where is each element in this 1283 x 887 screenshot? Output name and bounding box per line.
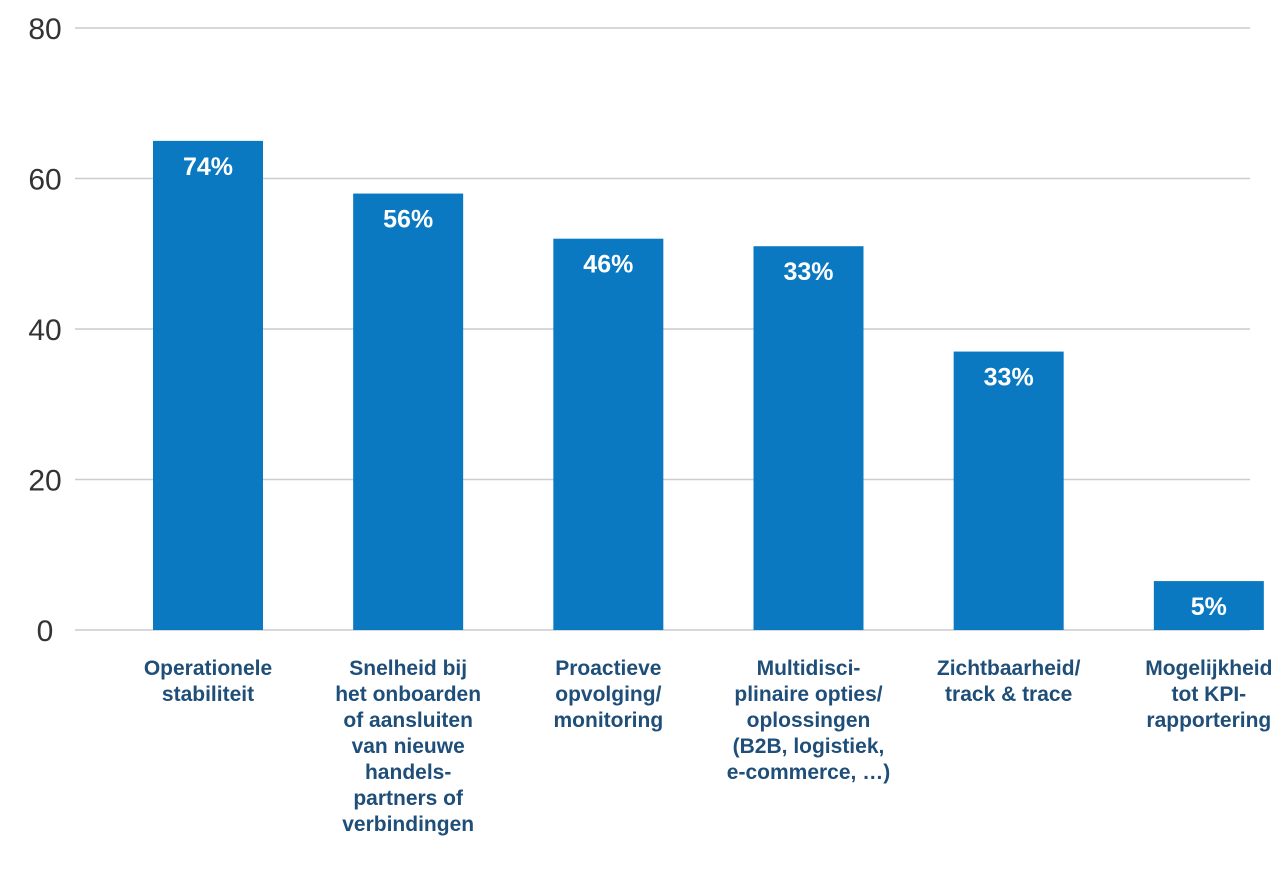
bar-data-label: 5%	[1191, 593, 1227, 621]
category-label-line: Proactieve	[555, 657, 661, 680]
category-label-line: opvolging/	[555, 683, 661, 706]
category-label-line: tot KPI-	[1172, 683, 1247, 706]
category-label-line: partners of	[353, 787, 464, 810]
y-tick-label: 60	[28, 164, 61, 197]
y-tick-label: 40	[28, 314, 61, 347]
category-label-line: stabiliteit	[162, 683, 254, 706]
category-label-line: van nieuwe	[352, 735, 465, 758]
category-label-line: rapportering	[1146, 709, 1271, 732]
bar-data-label: 74%	[183, 153, 233, 181]
category-label: Mogelijkheid tot KPI-rapportering	[1145, 657, 1272, 732]
category-label-line: Snelheid bij	[349, 657, 467, 680]
category-labels: Operationele stabiliteit Snelheid bij het o…	[144, 657, 1273, 836]
category-label: Snelheid bij het onboarden of aansluiten va…	[335, 657, 481, 836]
category-label: Zichtbaarheid/track & trace	[937, 657, 1081, 706]
bar	[353, 193, 464, 631]
category-label-line: handels-	[365, 761, 451, 784]
data-labels: 74% 56% 46% 33% 33% 5%	[183, 153, 1227, 621]
category-label-line: Zichtbaarheid/	[937, 657, 1081, 680]
category-label: Operationele stabiliteit	[144, 657, 272, 706]
bar	[953, 351, 1064, 630]
category-label-line: monitoring	[554, 709, 664, 732]
category-label-line: (B2B, logistiek,	[733, 735, 885, 758]
bar	[1153, 581, 1264, 630]
bar-data-label: 56%	[383, 206, 433, 234]
category-label-line: oplossingen	[747, 709, 871, 732]
bars	[153, 140, 1264, 631]
y-tick-label: 80	[28, 13, 61, 46]
category-label-line: Operationele	[144, 657, 272, 680]
category-label-line: Multidisci-	[757, 657, 861, 680]
bar	[753, 246, 864, 630]
category-label-line: track & trace	[945, 683, 1072, 706]
bar-data-label: 33%	[783, 258, 833, 286]
category-label-line: het onboarden	[335, 683, 481, 706]
category-label-line: e-commerce, …)	[727, 761, 890, 784]
bar-data-label: 33%	[984, 364, 1034, 392]
y-tick-label: 0	[37, 615, 54, 648]
category-label-line: verbindingen	[342, 813, 474, 836]
bar	[553, 238, 664, 630]
category-label: Multidisci-plinaire opties/oplossingen (B…	[727, 657, 890, 784]
category-label-line: plinaire opties/	[734, 683, 882, 706]
bar-data-label: 46%	[583, 251, 633, 279]
category-label-line: of aansluiten	[343, 709, 473, 732]
category-label-line: Mogelijkheid	[1145, 657, 1272, 680]
y-axis-ticks: 0 20 40 60 80	[28, 13, 61, 648]
category-label: Proactieve opvolging/monitoring	[554, 657, 664, 732]
bar	[153, 140, 263, 630]
y-tick-label: 20	[28, 465, 61, 498]
